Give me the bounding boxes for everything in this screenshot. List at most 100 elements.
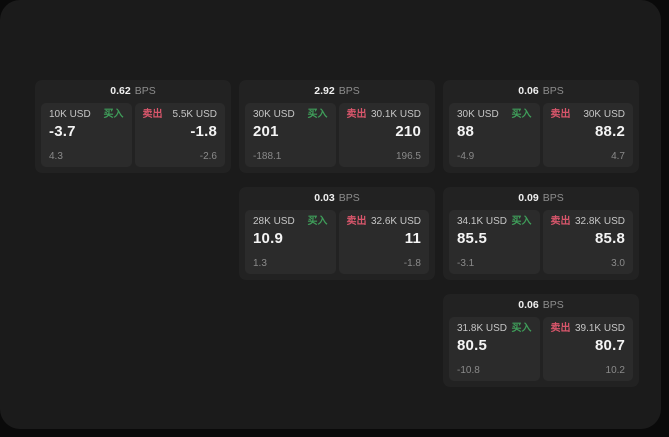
sell-size: 30.1K USD (370, 109, 421, 120)
sell-quote-tile[interactable]: 卖出 39.1K USD 80.7 10.2 (542, 317, 633, 381)
buy-quote-tile[interactable]: 30K USD 买入 88 -4.9 (449, 103, 540, 167)
sell-tile-top: 卖出 30.1K USD (347, 110, 422, 120)
sell-tile-top: 卖出 39.1K USD (551, 324, 626, 334)
buy-delta: -3.1 (457, 258, 475, 269)
quote-row: 31.8K USD 买入 80.5 -10.8 卖出 39.1K USD 80.7 10.2 (449, 317, 633, 381)
sell-price: 11 (404, 230, 421, 247)
buy-side-label: 买入 (511, 323, 532, 334)
buy-size: 10K USD (49, 109, 91, 120)
bps-unit-label: BPS (542, 299, 564, 312)
sell-tile-top: 卖出 32.8K USD (551, 217, 626, 227)
quotes-grid: 0.62 BPS 10K USD 买入 -3.7 4.3 卖出 5.5K USD -1.8 -2.… (35, 80, 639, 387)
buy-price: 10.9 (253, 230, 283, 247)
sell-delta: 4.7 (611, 151, 625, 162)
sell-size: 32.8K USD (574, 216, 625, 227)
buy-size: 34.1K USD (457, 216, 508, 227)
buy-size: 28K USD (253, 216, 295, 227)
buy-side-label: 买入 (511, 216, 532, 227)
sell-delta: 196.5 (395, 151, 421, 162)
quote-card: 0.06 BPS 30K USD 买入 88 -4.9 卖出 30K USD 88.2 4.7 (443, 80, 639, 173)
bps-unit-label: BPS (338, 85, 360, 98)
sell-quote-tile[interactable]: 卖出 32.8K USD 85.8 3.0 (542, 210, 633, 274)
buy-side-label: 买入 (307, 216, 328, 227)
sell-size: 30K USD (583, 109, 625, 120)
sell-size: 5.5K USD (172, 109, 217, 120)
quote-card: 0.03 BPS 28K USD 买入 10.9 1.3 卖出 32.6K USD 11 -1.8 (239, 187, 435, 280)
buy-price: 201 (253, 123, 279, 140)
quote-row: 28K USD 买入 10.9 1.3 卖出 32.6K USD 11 -1.8 (245, 210, 429, 274)
sell-size: 39.1K USD (574, 323, 625, 334)
buy-tile-top: 10K USD 买入 (49, 110, 124, 120)
bps-value: 0.09 (518, 192, 539, 205)
sell-delta: 3.0 (611, 258, 625, 269)
buy-quote-tile[interactable]: 10K USD 买入 -3.7 4.3 (41, 103, 132, 167)
buy-size: 31.8K USD (457, 323, 508, 334)
buy-size: 30K USD (253, 109, 295, 120)
buy-quote-tile[interactable]: 31.8K USD 买入 80.5 -10.8 (449, 317, 540, 381)
bps-header: 0.06 BPS (449, 80, 633, 103)
sell-delta: 10.2 (605, 365, 625, 376)
sell-tile-top: 卖出 32.6K USD (347, 217, 422, 227)
buy-tile-top: 34.1K USD 买入 (457, 217, 532, 227)
sell-tile-top: 卖出 5.5K USD (143, 110, 218, 120)
bps-unit-label: BPS (134, 85, 156, 98)
sell-side-label: 卖出 (346, 216, 367, 227)
buy-tile-top: 31.8K USD 买入 (457, 324, 532, 334)
buy-quote-tile[interactable]: 30K USD 买入 201 -188.1 (245, 103, 336, 167)
quote-card: 2.92 BPS 30K USD 买入 201 -188.1 卖出 30.1K USD 210 1… (239, 80, 435, 173)
sell-quote-tile[interactable]: 卖出 5.5K USD -1.8 -2.6 (134, 103, 225, 167)
bps-header: 0.62 BPS (41, 80, 225, 103)
sell-price: 88.2 (595, 123, 625, 140)
buy-side-label: 买入 (103, 109, 124, 120)
sell-delta: -2.6 (199, 151, 217, 162)
sell-quote-tile[interactable]: 卖出 32.6K USD 11 -1.8 (338, 210, 429, 274)
sell-side-label: 卖出 (550, 216, 571, 227)
quote-row: 30K USD 买入 88 -4.9 卖出 30K USD 88.2 4.7 (449, 103, 633, 167)
buy-price: -3.7 (49, 123, 76, 140)
buy-quote-tile[interactable]: 28K USD 买入 10.9 1.3 (245, 210, 336, 274)
sell-delta: -1.8 (403, 258, 421, 269)
buy-tile-top: 28K USD 买入 (253, 217, 328, 227)
buy-price: 85.5 (457, 230, 487, 247)
bps-value: 0.62 (110, 85, 131, 98)
buy-tile-top: 30K USD 买入 (457, 110, 532, 120)
buy-price: 80.5 (457, 337, 487, 354)
sell-side-label: 卖出 (550, 323, 571, 334)
bps-value: 0.03 (314, 192, 335, 205)
quote-row: 30K USD 买入 201 -188.1 卖出 30.1K USD 210 196.5 (245, 103, 429, 167)
buy-size: 30K USD (457, 109, 499, 120)
bps-header: 0.03 BPS (245, 187, 429, 210)
quote-row: 34.1K USD 买入 85.5 -3.1 卖出 32.8K USD 85.8 3.0 (449, 210, 633, 274)
sell-side-label: 卖出 (346, 109, 367, 120)
sell-price: 85.8 (595, 230, 625, 247)
buy-delta: 4.3 (49, 151, 63, 162)
bps-header: 0.06 BPS (449, 294, 633, 317)
sell-side-label: 卖出 (550, 109, 571, 120)
sell-quote-tile[interactable]: 卖出 30K USD 88.2 4.7 (542, 103, 633, 167)
bps-header: 2.92 BPS (245, 80, 429, 103)
buy-quote-tile[interactable]: 34.1K USD 买入 85.5 -3.1 (449, 210, 540, 274)
quote-card: 0.09 BPS 34.1K USD 买入 85.5 -3.1 卖出 32.8K USD 85.… (443, 187, 639, 280)
sell-quote-tile[interactable]: 卖出 30.1K USD 210 196.5 (338, 103, 429, 167)
sell-price: 210 (395, 123, 421, 140)
bps-unit-label: BPS (542, 192, 564, 205)
sell-price: -1.8 (190, 123, 217, 140)
buy-side-label: 买入 (511, 109, 532, 120)
quote-row: 10K USD 买入 -3.7 4.3 卖出 5.5K USD -1.8 -2.6 (41, 103, 225, 167)
sell-side-label: 卖出 (142, 109, 163, 120)
sell-tile-top: 卖出 30K USD (551, 110, 626, 120)
buy-tile-top: 30K USD 买入 (253, 110, 328, 120)
bps-header: 0.09 BPS (449, 187, 633, 210)
bps-value: 2.92 (314, 85, 335, 98)
buy-delta: -188.1 (253, 151, 282, 162)
buy-delta: -10.8 (457, 365, 480, 376)
buy-delta: 1.3 (253, 258, 267, 269)
sell-size: 32.6K USD (370, 216, 421, 227)
bps-value: 0.06 (518, 85, 539, 98)
buy-price: 88 (457, 123, 475, 140)
bps-value: 0.06 (518, 299, 539, 312)
sell-price: 80.7 (595, 337, 625, 354)
quote-card: 0.62 BPS 10K USD 买入 -3.7 4.3 卖出 5.5K USD -1.8 -2.… (35, 80, 231, 173)
buy-side-label: 买入 (307, 109, 328, 120)
bps-unit-label: BPS (542, 85, 564, 98)
